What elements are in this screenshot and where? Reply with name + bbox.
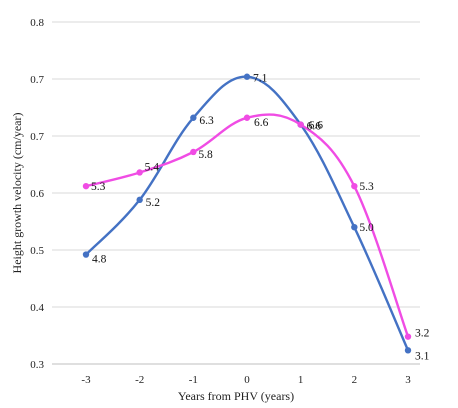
data-point [243,73,251,80]
y-axis-title: Height growth velocity (cm/year) [10,113,24,274]
y-tick-label: 0.4 [30,302,44,314]
data-point [404,333,412,340]
data-point [136,169,143,176]
y-tick-labels: 0.3 0.4 0.5 0.6 0.7 0.7 0.8 [30,17,44,371]
y-tick-label: 0.3 [30,359,44,371]
data-labels: 4.85.26.37.16.65.03.15.35.45.86.6 6.65.33… [91,73,430,363]
data-label: 5.2 [146,197,161,209]
data-label: 5.0 [359,222,374,234]
data-point [351,224,358,231]
data-point [82,251,90,258]
y-tick-label: 0.7 [30,74,44,86]
x-tick-labels: -3 -2 -1 0 1 2 3 [81,374,411,386]
x-axis-title: Years from PHV (years) [178,389,294,403]
data-point [297,121,304,128]
y-tick-label: 0.5 [30,245,44,257]
data-point [136,196,143,204]
data-label: 6.6 [254,117,269,129]
data-label: 5.4 [145,161,160,173]
series-1 [82,73,412,354]
x-tick-label: 3 [405,374,411,386]
y-tick-label: 0.7 [30,131,44,143]
x-tick-label: 2 [352,374,358,386]
data-label: 3.1 [415,350,430,362]
data-label: 6.6 [307,121,322,133]
y-tick-label: 0.8 [30,17,44,29]
x-tick-label: 1 [298,374,304,386]
data-label: 5.3 [359,181,374,193]
x-tick-label: -2 [135,374,144,386]
data-label: 3.2 [415,328,430,340]
data-point [243,114,251,121]
data-label: 7.1 [253,73,268,85]
data-point [82,182,90,190]
series-layer [82,73,412,354]
data-label: 6.6 [309,120,324,132]
data-point [190,114,197,121]
series-2 [82,113,412,340]
gridlines [52,21,420,308]
data-point [190,148,197,156]
x-tick-label: -1 [189,374,198,386]
data-point [351,182,358,190]
data-point [404,347,412,354]
data-label: 6.3 [199,115,214,127]
x-tick-label: -3 [81,374,91,386]
y-tick-label: 0.6 [30,188,44,200]
data-label: 4.8 [92,254,107,266]
data-label: 5.3 [91,181,106,193]
data-label: 5.8 [198,149,213,161]
x-tick-label: 0 [244,374,250,386]
